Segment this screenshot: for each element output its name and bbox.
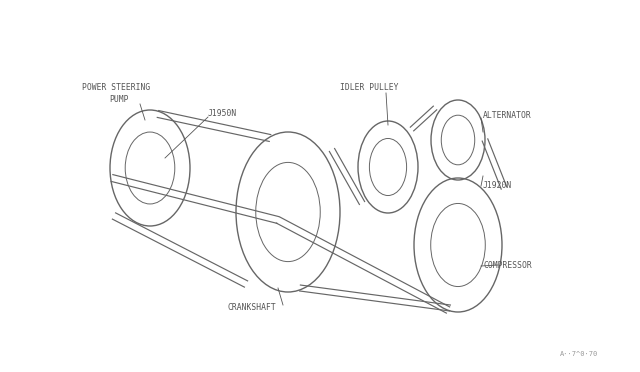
Text: IDLER PULLEY: IDLER PULLEY <box>340 83 399 93</box>
Text: CRANKSHAFT: CRANKSHAFT <box>228 304 276 312</box>
Text: PUMP: PUMP <box>109 96 129 105</box>
Text: COMPRESSOR: COMPRESSOR <box>483 262 532 270</box>
Text: POWER STEERING: POWER STEERING <box>82 83 150 93</box>
Text: J1950N: J1950N <box>208 109 237 119</box>
Text: ALTERNATOR: ALTERNATOR <box>483 112 532 121</box>
Text: J1920N: J1920N <box>483 182 512 190</box>
Text: A··7^0·70: A··7^0·70 <box>560 351 598 357</box>
